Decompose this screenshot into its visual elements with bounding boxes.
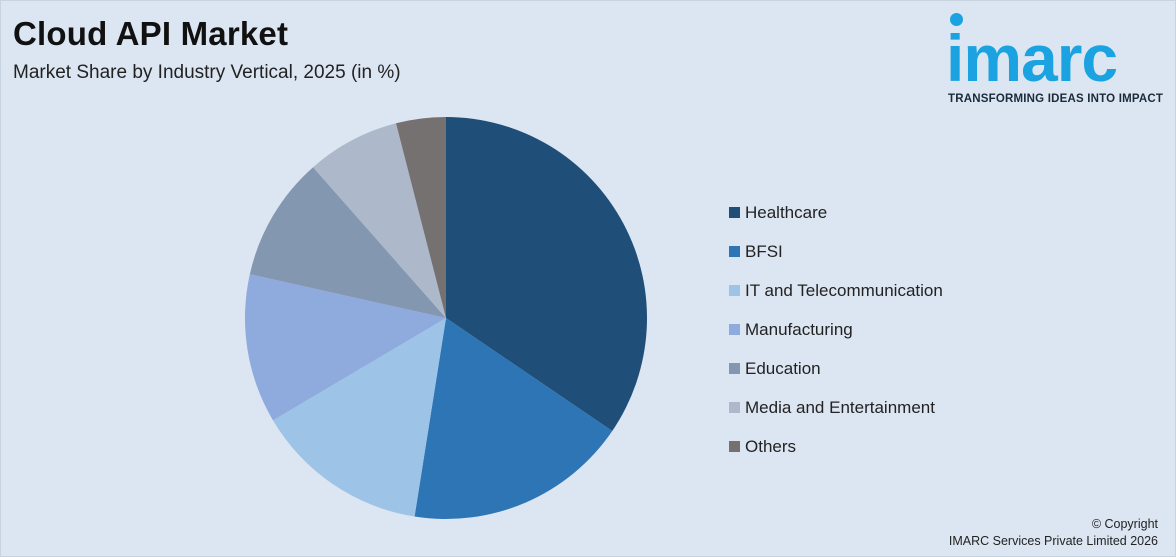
legend-label: Education bbox=[745, 358, 821, 378]
pie-slice-it-and-telecommunication bbox=[272, 318, 446, 517]
legend-label: BFSI bbox=[745, 241, 783, 261]
legend-label: IT and Telecommunication bbox=[745, 280, 943, 300]
legend-item: IT and Telecommunication bbox=[729, 271, 943, 310]
legend-item: Education bbox=[729, 349, 943, 388]
legend-swatch bbox=[729, 324, 740, 335]
copyright-line-2: IMARC Services Private Limited 2026 bbox=[948, 534, 1158, 548]
legend-swatch bbox=[729, 246, 740, 257]
legend-item: Others bbox=[729, 427, 943, 466]
pie-slice-bfsi bbox=[414, 318, 613, 520]
legend-item: Manufacturing bbox=[729, 310, 943, 349]
logo-dot-icon bbox=[950, 13, 963, 26]
legend-item: BFSI bbox=[729, 232, 943, 271]
legend-label: Manufacturing bbox=[745, 319, 853, 339]
pie-slice-education bbox=[249, 167, 446, 318]
chart-title: Cloud API Market bbox=[13, 15, 289, 52]
logo-tagline: TRANSFORMING IDEAS INTO IMPACT bbox=[948, 93, 1164, 105]
legend-label: Others bbox=[745, 436, 797, 456]
legend-item: Media and Entertainment bbox=[729, 388, 943, 427]
legend-label: Media and Entertainment bbox=[745, 397, 935, 417]
pie-slice-healthcare bbox=[446, 117, 647, 431]
pie-slice-manufacturing bbox=[244, 274, 446, 421]
imarc-logo: imarc TRANSFORMING IDEAS INTO IMPACT bbox=[944, 12, 1172, 112]
legend-label: Healthcare bbox=[745, 202, 828, 222]
copyright-notice: © Copyright IMARC Services Private Limit… bbox=[949, 516, 1158, 550]
legend-swatch bbox=[729, 363, 740, 374]
legend-swatch bbox=[729, 402, 740, 413]
copyright-line-1: © Copyright bbox=[1091, 517, 1158, 531]
legend-swatch bbox=[729, 207, 740, 218]
legend-swatch bbox=[729, 285, 740, 296]
chart-subtitle: Market Share by Industry Vertical, 2025 … bbox=[13, 62, 401, 83]
legend-item: Healthcare bbox=[729, 193, 943, 232]
pie-slice-others bbox=[396, 117, 446, 318]
pie-slice-media-and-entertainment bbox=[313, 123, 446, 318]
legend-swatch bbox=[729, 441, 740, 452]
logo-wordmark: imarc bbox=[946, 21, 1118, 95]
chart-legend: Healthcare BFSI IT and Telecommunication Ma… bbox=[729, 193, 943, 466]
